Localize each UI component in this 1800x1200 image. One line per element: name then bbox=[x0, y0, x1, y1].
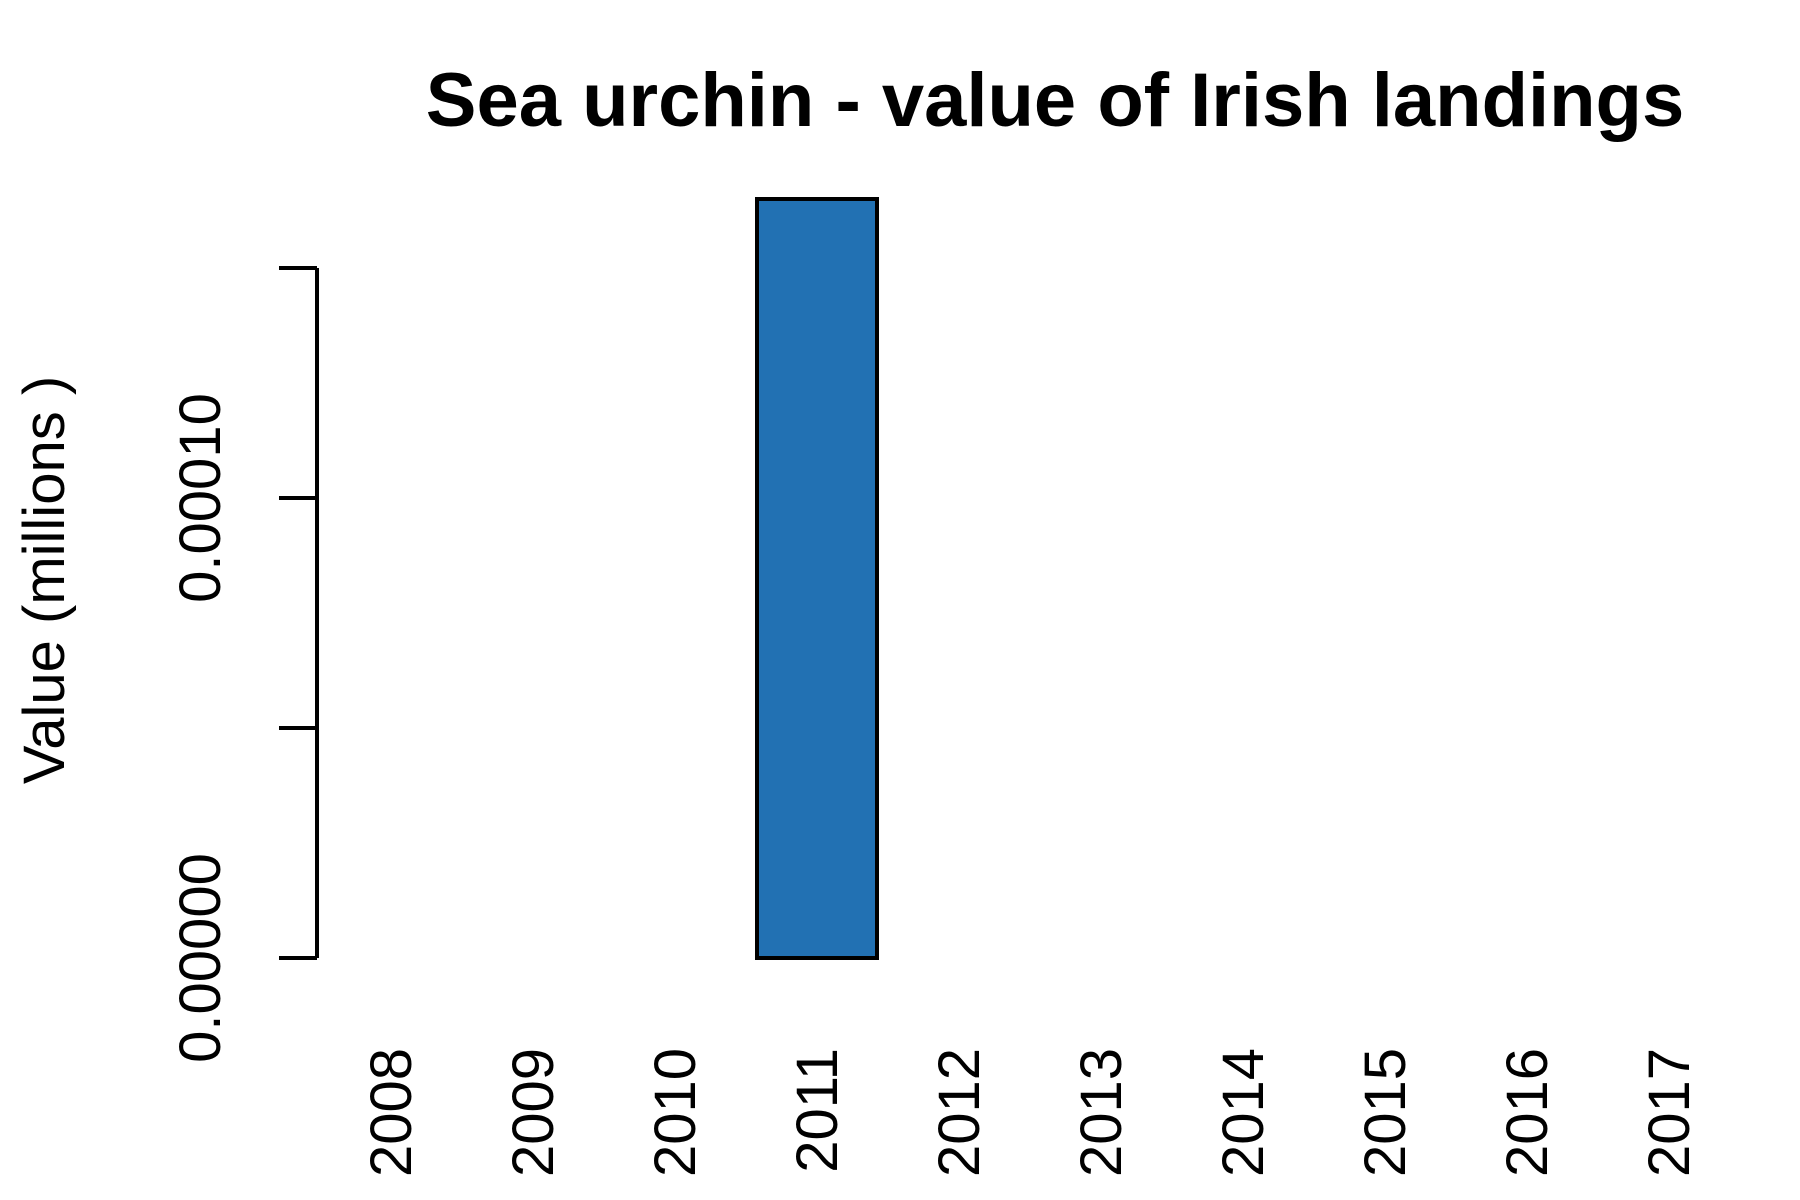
x-tick-label-2015: 2015 bbox=[1353, 1048, 1418, 1177]
y-axis-ticks: 0.00000 0.00010 bbox=[168, 266, 317, 1063]
x-tick-label-2017: 2017 bbox=[1637, 1048, 1702, 1177]
y-tick-label: 0.00000 bbox=[168, 853, 233, 1063]
x-tick-label-2012: 2012 bbox=[927, 1048, 992, 1177]
x-tick-label-2011: 2011 bbox=[785, 1048, 850, 1173]
x-tick-label-2016: 2016 bbox=[1495, 1048, 1560, 1177]
y-tick-label: 0.00010 bbox=[168, 393, 233, 603]
bars bbox=[755, 197, 879, 960]
chart-title: Sea urchin - value of Irish landings bbox=[426, 58, 1685, 143]
x-axis-tick-labels: 2008 2009 2010 2011 2012 2013 2014 2015 2016 2017 bbox=[359, 1048, 1702, 1177]
bar-2011 bbox=[755, 197, 879, 960]
y-axis-label: Value (millions ) bbox=[12, 376, 77, 784]
x-tick-label-2010: 2010 bbox=[643, 1048, 708, 1177]
x-tick-label-2013: 2013 bbox=[1069, 1048, 1134, 1177]
x-tick-label-2008: 2008 bbox=[359, 1048, 424, 1177]
x-tick-label-2009: 2009 bbox=[501, 1048, 566, 1177]
x-tick-label-2014: 2014 bbox=[1211, 1048, 1276, 1177]
